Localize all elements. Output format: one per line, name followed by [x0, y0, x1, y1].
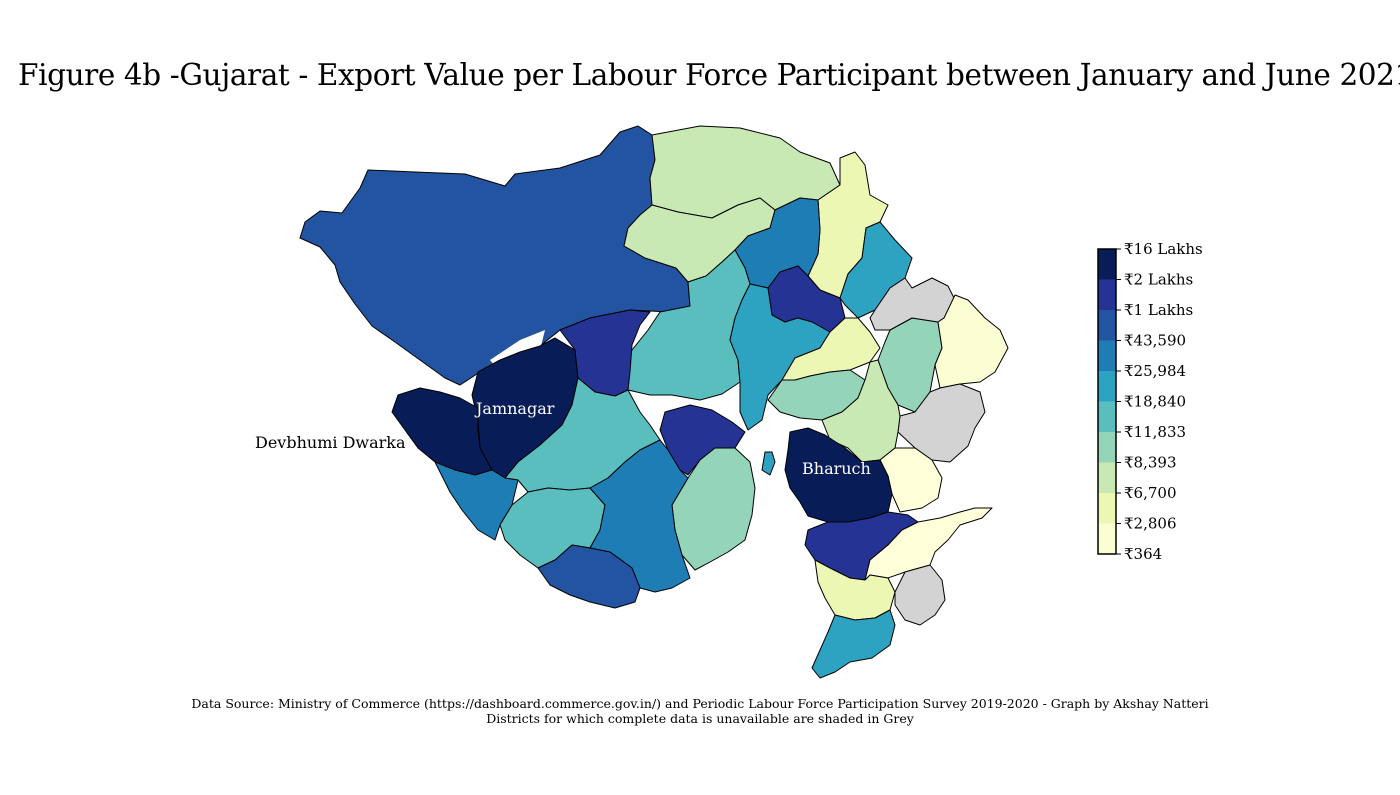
legend-color-band [1098, 432, 1116, 463]
legend-color-band [1098, 279, 1116, 311]
legend-tick-label: ₹2,806 [1124, 515, 1177, 533]
district-surendranagar [624, 249, 751, 401]
color-legend: ₹16 Lakhs ₹2 Lakhs ₹1 Lakhs ₹43,590 ₹25,984 ₹… [1097, 240, 1203, 563]
legend-tick-label: ₹2 Lakhs [1124, 271, 1193, 289]
legend-tick-label: ₹1 Lakhs [1124, 301, 1193, 319]
district-valsad [811, 609, 896, 679]
district-chhota-udaipur [897, 383, 986, 463]
map-label-devbhumi-dwarka: Devbhumi Dwarka [255, 433, 406, 452]
legend-color-band [1098, 371, 1116, 402]
legend-tick-label: ₹11,833 [1124, 423, 1186, 441]
district-dahod [934, 294, 1009, 389]
district-ahmedabad [729, 283, 831, 431]
island-gulf-of-khambhat [761, 451, 776, 476]
map-label-jamnagar: Jamnagar [474, 399, 555, 418]
district-dang [894, 564, 946, 626]
district-vadodara [821, 359, 901, 463]
legend-color-band [1098, 401, 1116, 433]
map-label-bharuch: Bharuch [802, 459, 871, 478]
figure-title: Figure 4b -Gujarat - Export Value per La… [18, 58, 1400, 92]
legend-color-band [1098, 310, 1116, 341]
legend-tick-label: ₹16 Lakhs [1124, 240, 1203, 258]
grey-shading-note: Districts for which complete data is una… [486, 711, 914, 726]
legend-tick-label: ₹43,590 [1124, 332, 1186, 350]
legend-tick-label: ₹364 [1124, 545, 1162, 563]
district-gir-somnath [537, 544, 641, 609]
legend-color-band [1098, 462, 1116, 494]
legend-tick-label: ₹6,700 [1124, 484, 1177, 502]
district-navsari [814, 559, 896, 621]
legend-tick-label: ₹18,840 [1124, 393, 1186, 411]
legend-color-band [1098, 523, 1116, 555]
legend-color-band [1098, 493, 1116, 524]
district-tapi [864, 507, 993, 581]
legend-tick-label: ₹8,393 [1124, 454, 1177, 472]
legend-tick-label: ₹25,984 [1124, 362, 1186, 380]
data-source-note: Data Source: Ministry of Commerce (https… [191, 696, 1209, 711]
legend-color-band [1098, 249, 1116, 280]
district-mahisagar [869, 277, 956, 331]
legend-color-band [1098, 340, 1116, 372]
